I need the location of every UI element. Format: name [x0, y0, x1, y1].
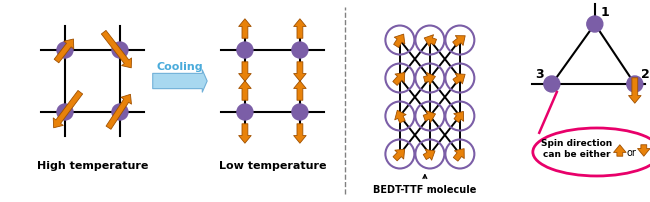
Text: or: or — [627, 147, 637, 157]
Circle shape — [57, 43, 73, 59]
Circle shape — [57, 104, 73, 120]
Text: 3: 3 — [535, 68, 544, 81]
Text: Cooling: Cooling — [157, 62, 203, 72]
Circle shape — [237, 104, 253, 120]
Text: 1: 1 — [601, 6, 610, 19]
Text: BEDT-TTF molecule: BEDT-TTF molecule — [373, 175, 476, 194]
Circle shape — [587, 17, 603, 33]
Text: Spin direction
can be either: Spin direction can be either — [541, 139, 612, 158]
Circle shape — [112, 43, 128, 59]
Text: Low temperature: Low temperature — [218, 160, 326, 170]
Circle shape — [292, 104, 308, 120]
Circle shape — [627, 77, 643, 93]
Text: 2: 2 — [641, 68, 649, 81]
Circle shape — [237, 43, 253, 59]
Circle shape — [112, 104, 128, 120]
Circle shape — [292, 43, 308, 59]
Text: High temperature: High temperature — [37, 160, 148, 170]
Circle shape — [544, 77, 560, 93]
